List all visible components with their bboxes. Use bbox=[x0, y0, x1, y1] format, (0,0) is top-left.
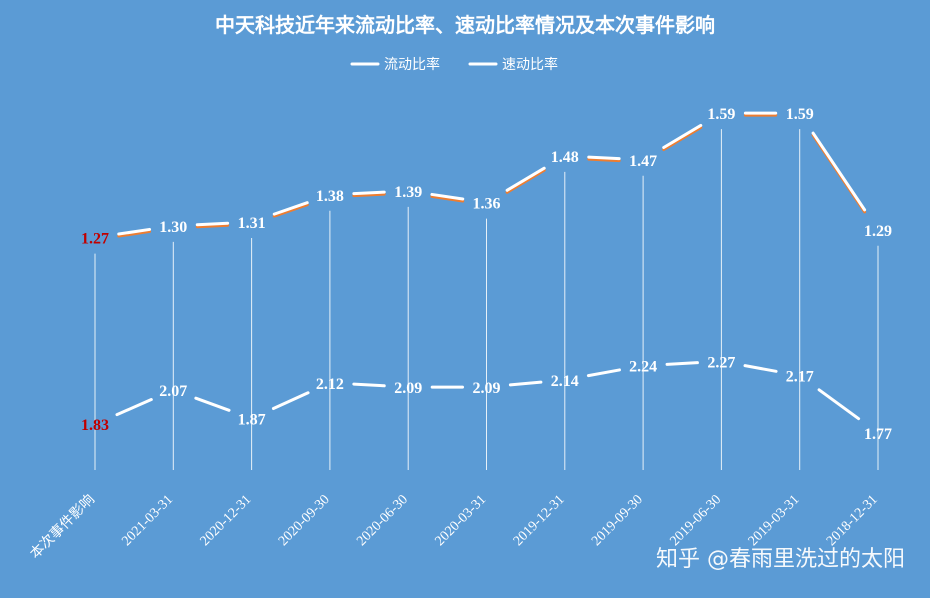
legend: 流动比率 速动比率 bbox=[350, 56, 558, 73]
x-tick-label: 2020-09-30 bbox=[276, 492, 333, 549]
quick-ratio-line-shadow bbox=[662, 125, 703, 152]
quick-ratio-data-label: 1.59 bbox=[707, 106, 735, 123]
quick-ratio-data-label: 1.31 bbox=[238, 215, 266, 232]
current-ratio-line-segment bbox=[194, 396, 231, 412]
current-ratio-line-segment bbox=[352, 382, 386, 388]
quick-ratio-line-segment bbox=[272, 201, 309, 216]
current-ratio-data-label: 2.09 bbox=[394, 380, 422, 397]
current-ratio-line-segment bbox=[586, 368, 621, 378]
x-tick-label: 2019-06-30 bbox=[667, 492, 724, 549]
quick-ratio-line-segment bbox=[662, 123, 703, 150]
quick-ratio-line-shadow bbox=[117, 229, 152, 238]
x-tick-label: 2021-03-31 bbox=[119, 492, 176, 549]
data-labels: 1.27 1.30 1.31 1.38 1.39 1.36 1.48 1.47 1.59 1.59… bbox=[81, 106, 892, 443]
quick-ratio-data-label: 1.38 bbox=[316, 188, 344, 205]
quick-ratio-line-segment bbox=[811, 131, 867, 212]
current-ratio-data-label: 2.14 bbox=[551, 373, 579, 390]
quick-ratio-data-label: 1.36 bbox=[473, 196, 501, 213]
quick-ratio-data-label: 1.47 bbox=[629, 153, 657, 170]
x-tick-label: 本次事件影响 bbox=[27, 492, 98, 563]
quick-ratio-line-segment bbox=[430, 192, 465, 201]
quick-ratio-line-shadow bbox=[352, 192, 386, 198]
watermark: 知乎 @春雨里洗过的太阳 bbox=[656, 547, 905, 572]
quick-ratio-line-segment bbox=[195, 221, 230, 227]
x-tick-label: 2019-12-31 bbox=[511, 492, 568, 549]
quick-ratio-data-label: 1.59 bbox=[786, 106, 814, 123]
current-ratio-data-label: 2.12 bbox=[316, 376, 344, 393]
quick-ratio-line-shadow bbox=[195, 223, 230, 229]
chart-title: 中天科技近年来流动比率、速动比率情况及本次事件影响 bbox=[215, 13, 715, 37]
legend-label-1: 速动比率 bbox=[502, 56, 558, 73]
current-ratio-line-segment bbox=[665, 361, 699, 366]
quick-ratio-line-segment bbox=[587, 155, 621, 161]
current-ratio-line-segment bbox=[271, 391, 310, 411]
current-ratio-line-segment bbox=[743, 364, 778, 373]
x-tick-label: 2018-12-31 bbox=[824, 492, 881, 549]
x-tick-label: 2020-12-31 bbox=[198, 492, 255, 549]
x-tick-label: 2019-09-30 bbox=[589, 492, 646, 549]
current-ratio-data-label: 1.83 bbox=[81, 417, 109, 434]
x-tick-label: 2020-03-31 bbox=[433, 492, 490, 549]
legend-label-0: 流动比率 bbox=[384, 56, 440, 73]
quick-ratio-line-shadow bbox=[430, 194, 465, 203]
quick-ratio-data-label: 1.48 bbox=[551, 149, 579, 166]
x-tick-label: 2019-03-31 bbox=[746, 492, 803, 549]
quick-ratio-data-label: 1.27 bbox=[81, 231, 109, 248]
current-ratio-data-label: 1.77 bbox=[864, 426, 892, 443]
quick-ratio-line-segment bbox=[117, 227, 152, 236]
current-ratio-line-segment bbox=[508, 380, 543, 387]
current-ratio-line-segment bbox=[817, 388, 861, 421]
series-layer bbox=[115, 111, 867, 421]
drop-lines bbox=[94, 129, 879, 470]
current-ratio-data-label: 2.07 bbox=[159, 383, 187, 400]
current-ratio-data-label: 2.17 bbox=[786, 369, 814, 386]
quick-ratio-line-segment bbox=[505, 166, 546, 192]
current-ratio-data-label: 2.09 bbox=[473, 380, 501, 397]
quick-ratio-line-segment bbox=[352, 190, 386, 196]
current-ratio-line-segment bbox=[115, 398, 153, 417]
quick-ratio-line-shadow bbox=[587, 157, 621, 163]
quick-ratio-data-label: 1.29 bbox=[864, 223, 892, 240]
quick-ratio-line-shadow bbox=[272, 203, 309, 218]
current-ratio-data-label: 1.87 bbox=[238, 412, 266, 429]
quick-ratio-line-shadow bbox=[505, 168, 546, 194]
current-ratio-data-label: 2.27 bbox=[707, 354, 735, 371]
x-tick-label: 2020-06-30 bbox=[354, 492, 411, 549]
quick-ratio-data-label: 1.39 bbox=[394, 184, 422, 201]
quick-ratio-data-label: 1.30 bbox=[159, 219, 187, 236]
current-ratio-data-label: 2.24 bbox=[629, 359, 657, 376]
